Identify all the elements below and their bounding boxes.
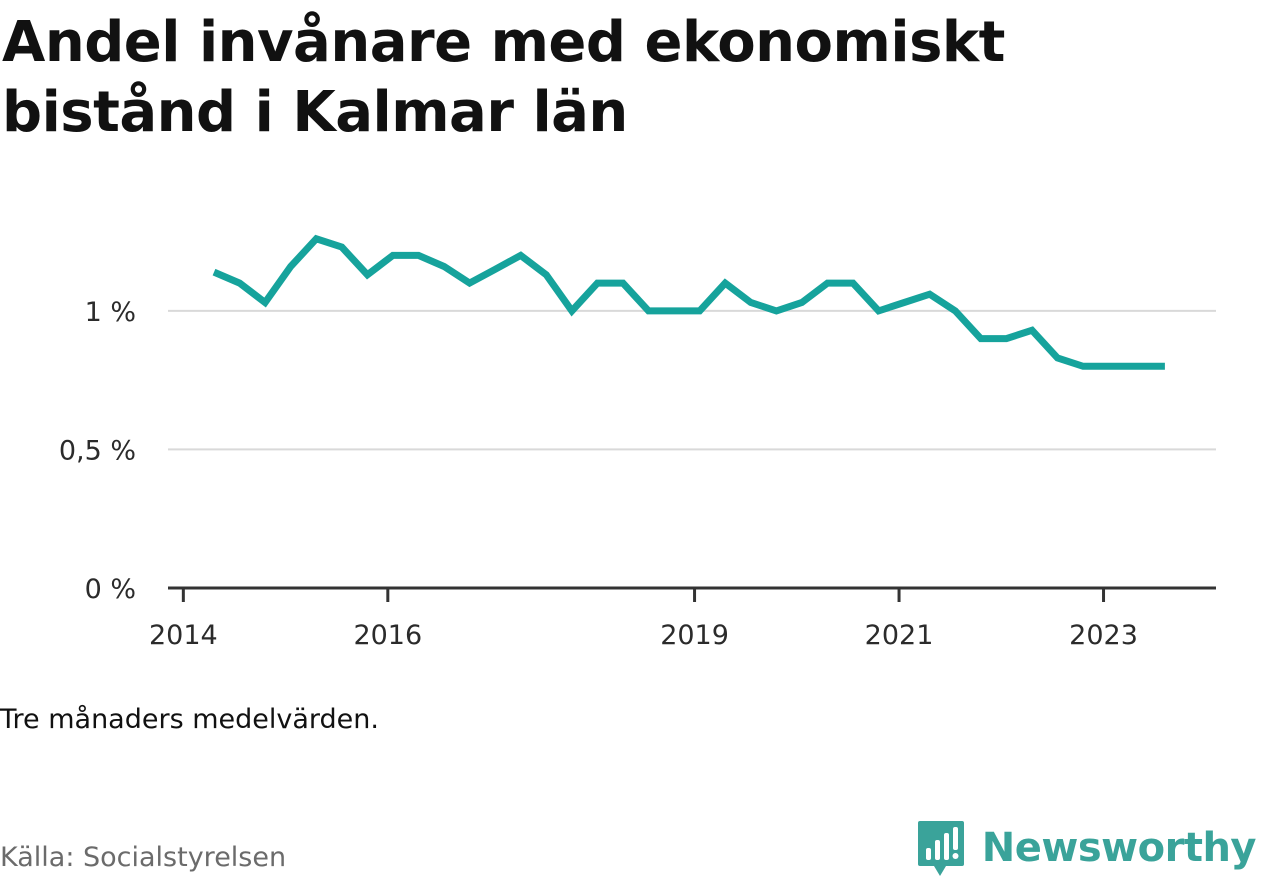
y-tick-label: 1 %: [85, 297, 136, 328]
y-tick-label: 0,5 %: [59, 435, 136, 466]
x-tick-label: 2019: [660, 620, 729, 651]
grid-lines: [168, 309, 1216, 451]
y-tick-label: 0 %: [85, 574, 136, 605]
chart-note: Tre månaders medelvärden.: [0, 704, 379, 735]
series-line: [212, 234, 1165, 370]
brand-name: Newsworthy: [981, 825, 1257, 871]
line-chart: 0 % 0,5 % 1 % 2014 2016 2019 2021 2023: [59, 234, 1216, 651]
x-tick-label: 2016: [353, 620, 422, 651]
x-tick-label: 2023: [1069, 620, 1138, 651]
chart-title: Andel invånare med ekonomiskt bistånd i …: [2, 10, 1005, 145]
newsworthy-logo-icon: [917, 821, 964, 876]
x-ticks: 2014 2016 2019 2021 2023: [149, 588, 1138, 651]
series: [212, 234, 1165, 370]
brand-logo[interactable]: Newsworthy: [916, 818, 1257, 878]
y-tick-labels: 0 % 0,5 % 1 %: [59, 297, 136, 605]
x-tick-label: 2014: [149, 620, 218, 651]
source-text: Källa: Socialstyrelsen: [0, 842, 287, 873]
x-tick-label: 2021: [865, 620, 934, 651]
